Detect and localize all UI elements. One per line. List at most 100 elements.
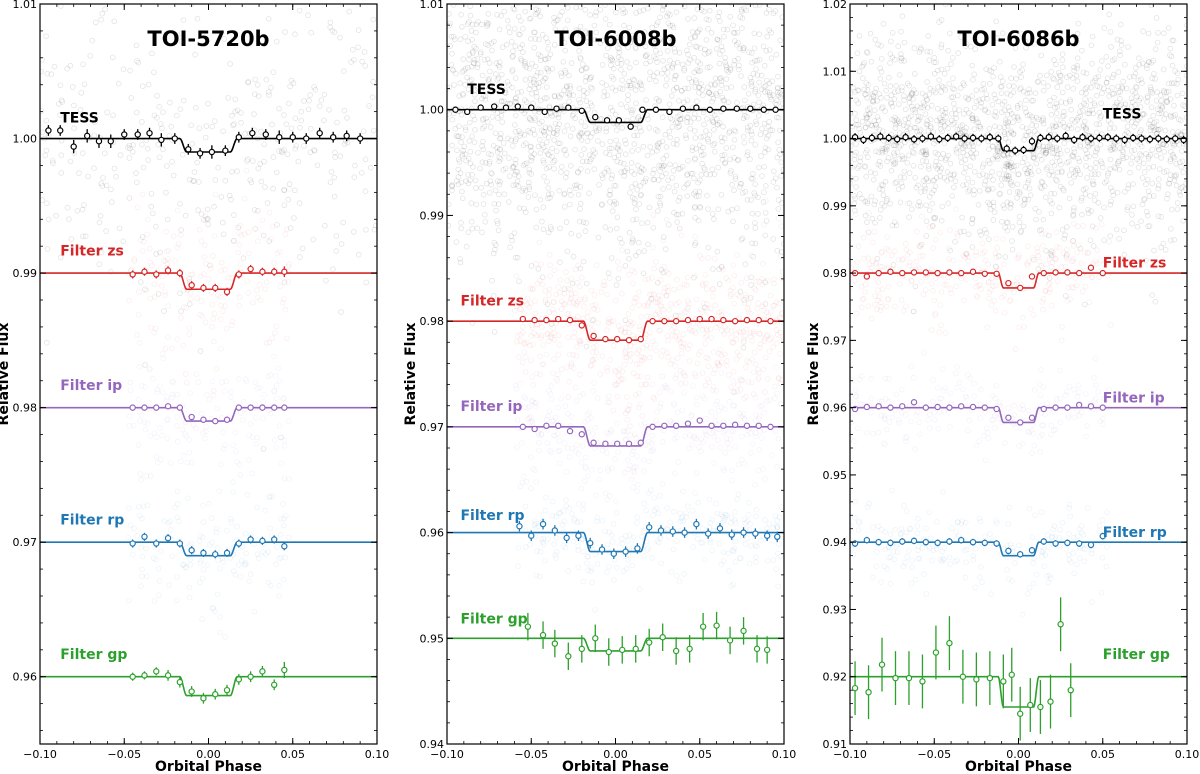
raw-point	[899, 183, 906, 190]
raw-point	[542, 507, 549, 514]
raw-point	[218, 345, 224, 352]
raw-point	[552, 552, 559, 558]
raw-point	[998, 176, 1005, 182]
raw-point	[1048, 190, 1054, 197]
raw-point	[486, 76, 493, 82]
raw-point	[766, 27, 772, 34]
raw-point	[707, 519, 714, 526]
raw-point	[740, 133, 747, 140]
raw-point	[553, 291, 559, 298]
raw-point	[768, 55, 775, 61]
raw-point	[1096, 109, 1103, 116]
raw-point	[134, 58, 140, 64]
raw-point	[728, 384, 734, 390]
raw-point	[240, 417, 246, 423]
raw-point	[724, 440, 731, 447]
binned-point	[681, 529, 688, 536]
raw-point	[572, 448, 579, 455]
raw-point	[580, 258, 587, 265]
raw-point	[273, 395, 280, 401]
raw-point	[547, 447, 553, 454]
raw-point	[722, 449, 728, 456]
raw-point	[729, 181, 735, 188]
raw-point	[1150, 193, 1157, 199]
raw-point	[627, 343, 634, 349]
raw-point	[612, 456, 618, 463]
raw-point	[164, 163, 170, 169]
raw-point	[183, 304, 190, 311]
raw-point	[188, 295, 194, 302]
raw-point	[622, 168, 628, 174]
raw-point	[152, 325, 159, 332]
raw-point	[657, 312, 664, 319]
raw-point	[147, 433, 154, 439]
raw-point	[525, 194, 532, 200]
raw-point	[651, 176, 658, 183]
raw-point	[961, 82, 967, 88]
raw-point	[571, 515, 578, 522]
raw-point	[969, 244, 976, 250]
raw-point	[217, 294, 224, 301]
raw-point	[657, 200, 663, 206]
raw-point	[255, 385, 261, 392]
raw-point	[487, 68, 493, 75]
raw-point	[1007, 205, 1014, 211]
raw-point	[305, 12, 311, 18]
raw-point	[1179, 90, 1186, 97]
raw-point	[659, 164, 666, 171]
raw-point	[703, 171, 710, 177]
raw-point	[587, 568, 594, 574]
raw-point	[641, 528, 647, 534]
raw-point	[531, 29, 537, 36]
raw-point	[772, 175, 779, 182]
binned-point	[141, 533, 148, 541]
raw-point	[149, 375, 156, 382]
raw-point	[537, 353, 544, 360]
raw-point	[292, 145, 299, 152]
raw-point	[546, 408, 553, 415]
raw-point	[697, 348, 704, 355]
raw-point	[1070, 213, 1076, 219]
binned-point	[587, 539, 594, 547]
raw-point	[618, 328, 624, 334]
raw-point	[92, 119, 98, 125]
raw-point	[1149, 90, 1156, 96]
raw-point	[494, 11, 500, 18]
raw-point	[628, 168, 635, 175]
raw-point	[498, 71, 505, 78]
raw-point	[774, 517, 781, 524]
binned-point	[200, 695, 207, 702]
raw-point	[140, 83, 146, 89]
raw-point	[775, 375, 782, 381]
raw-point	[139, 141, 145, 148]
raw-point	[660, 163, 667, 169]
raw-point	[738, 8, 745, 15]
raw-point	[740, 45, 746, 51]
raw-point	[741, 140, 748, 146]
raw-point	[469, 225, 476, 232]
raw-point	[1008, 128, 1014, 135]
raw-point	[161, 518, 168, 524]
raw-point	[471, 139, 478, 146]
raw-point	[741, 338, 747, 344]
raw-point	[186, 437, 193, 443]
raw-point	[615, 54, 622, 60]
raw-point	[547, 110, 554, 117]
raw-point	[627, 190, 633, 196]
raw-point	[533, 224, 539, 231]
raw-point	[959, 122, 966, 128]
raw-point	[776, 514, 783, 521]
raw-point	[700, 144, 706, 151]
raw-point	[139, 234, 146, 240]
raw-point	[774, 463, 780, 470]
binned-point	[343, 132, 350, 140]
raw-point	[633, 295, 640, 302]
binned-point	[622, 548, 629, 555]
raw-point	[183, 371, 189, 377]
raw-point	[675, 113, 681, 120]
raw-point	[205, 100, 211, 107]
raw-point	[630, 484, 636, 491]
raw-point	[1079, 89, 1085, 96]
raw-point	[199, 534, 206, 540]
raw-point	[333, 248, 340, 254]
